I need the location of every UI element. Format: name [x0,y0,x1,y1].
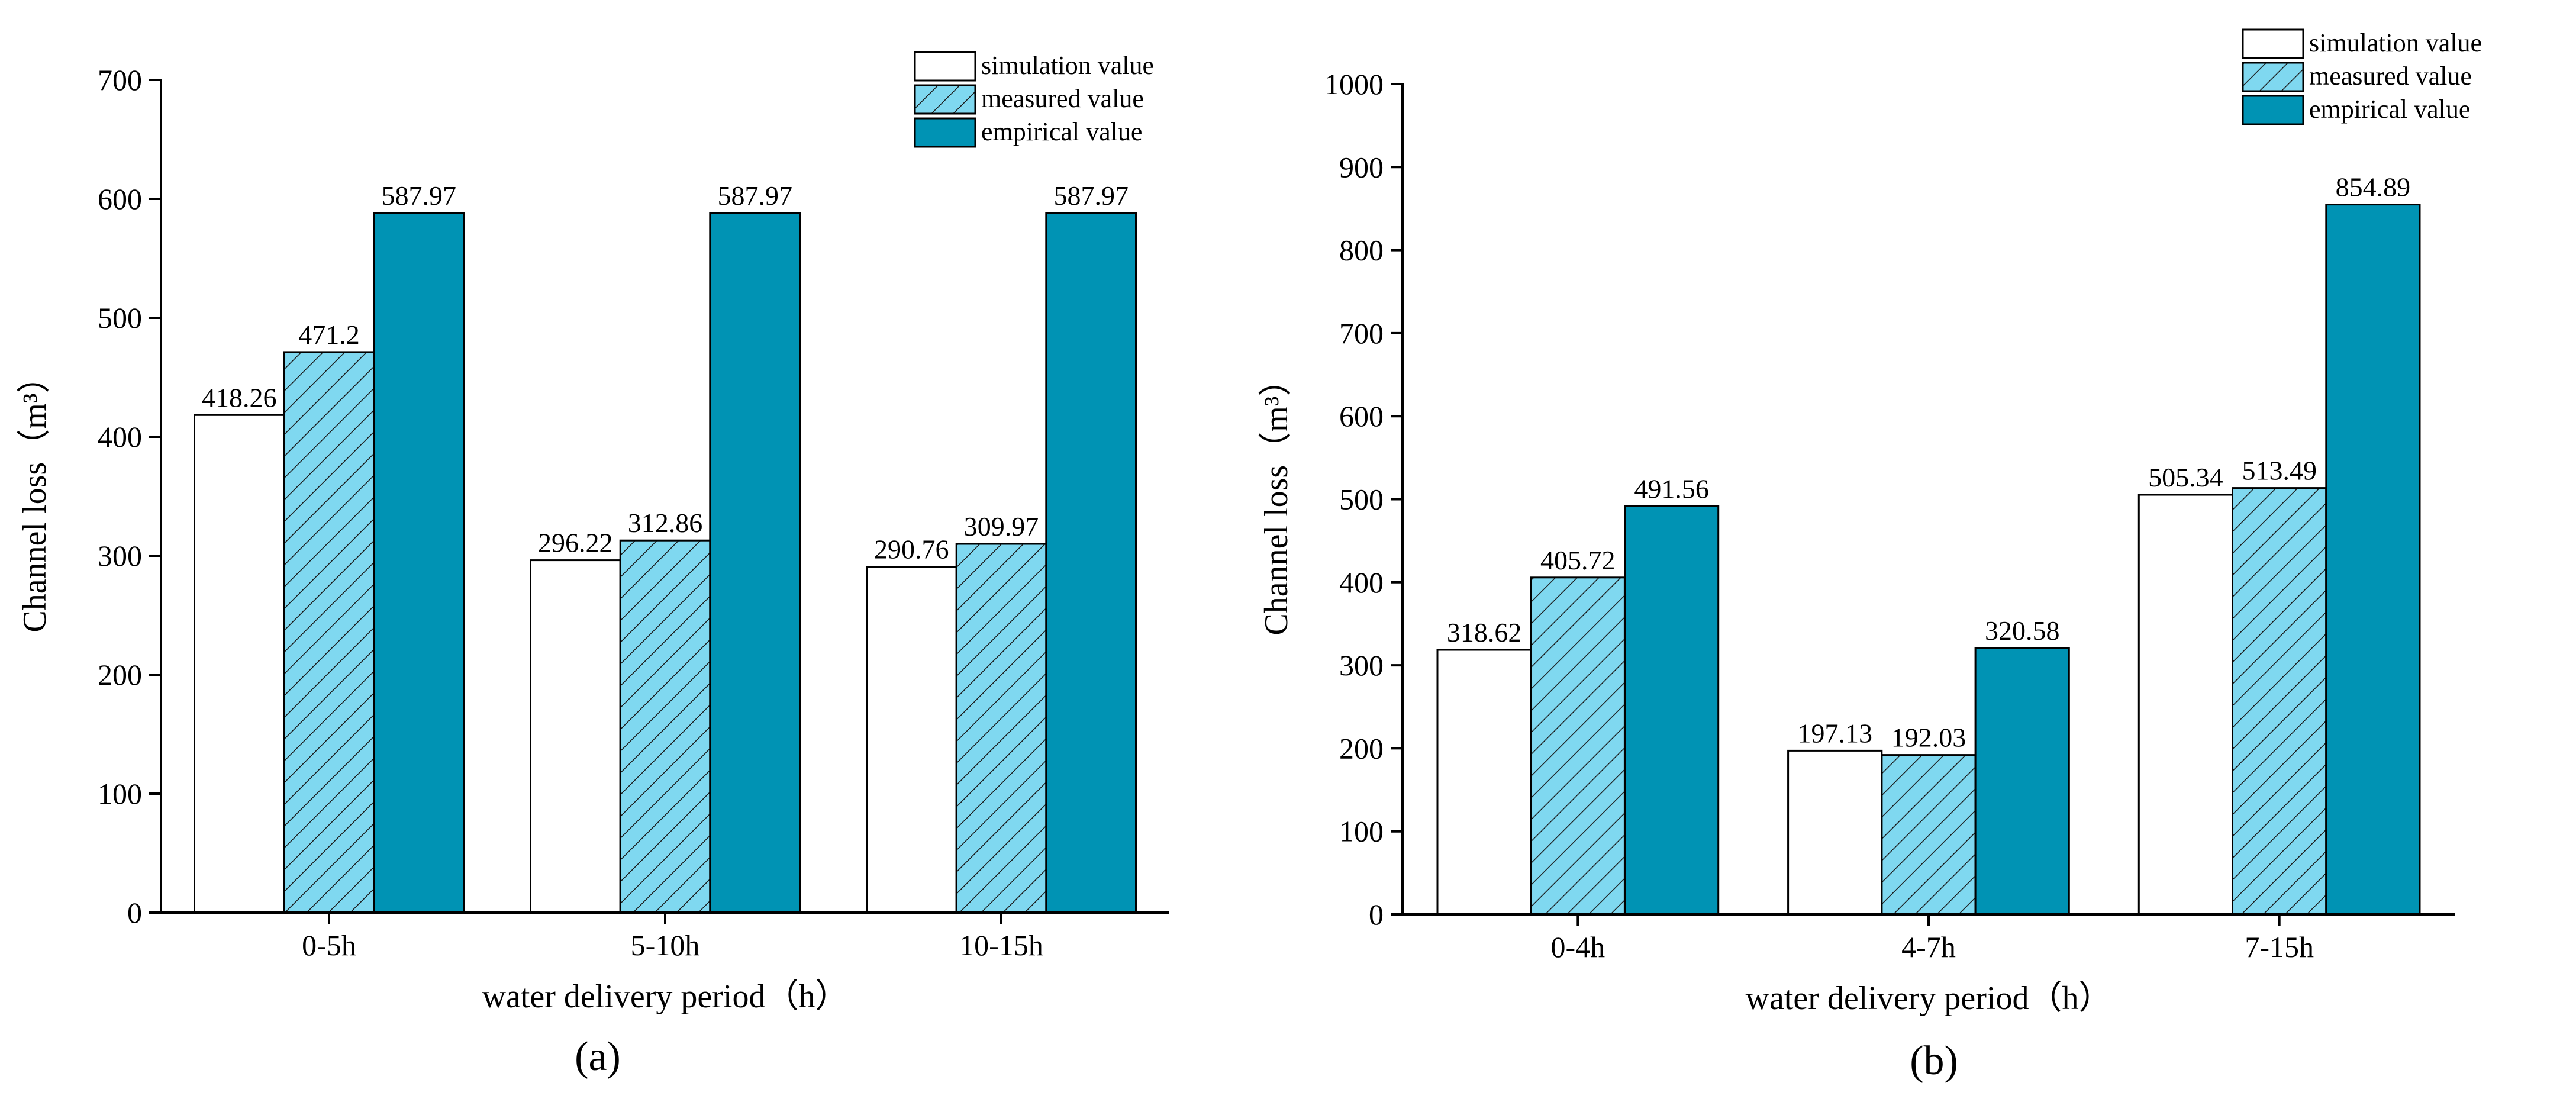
bar-empirical [709,212,801,914]
y-tick-label: 0 [1369,898,1384,931]
legend-swatch-empirical [2242,95,2304,125]
legend-label: empirical value [981,117,1142,146]
data-label: 471.2 [298,320,360,350]
x-tick-label: 0-4h [1550,930,1605,964]
legend-label: simulation value [981,51,1154,80]
legend-swatch-empirical [914,117,976,148]
legend-swatch-simulation [2242,28,2304,59]
y-tick-label: 400 [98,420,142,453]
legend-label: measured value [981,84,1144,113]
data-label: 318.62 [1447,617,1522,647]
data-label: 513.49 [2242,456,2317,486]
bar-empirical [1045,212,1137,914]
bar-measured [955,543,1047,914]
legend-label: simulation value [2309,28,2482,57]
data-label: 405.72 [1540,545,1616,575]
y-tick-label: 500 [1339,483,1384,516]
bar-simulation [194,414,285,914]
x-tick-label: 7-15h [2245,930,2314,964]
y-tick-label: 300 [98,539,142,572]
y-tick-label: 800 [1339,234,1384,267]
legend-label: empirical value [2309,95,2470,124]
legend-swatch-simulation [914,51,976,82]
x-tick-label: 5-10h [631,929,700,962]
data-label: 192.03 [1891,723,1966,753]
bar-measured [283,351,375,914]
bar-empirical [2325,204,2421,916]
y-tick-label: 700 [1339,317,1384,350]
bar-empirical [1624,505,1720,916]
x-tick-label: 0-5h [302,929,356,962]
y-tick-label: 1000 [1324,67,1384,101]
y-axis-title: Channel loss（m³） [1258,363,1295,635]
legend-swatch-measured [914,84,976,115]
y-tick-label: 200 [1339,732,1384,765]
bar-simulation [1787,749,1883,916]
y-tick-label: 600 [98,182,142,215]
panel-label: (a) [575,1034,621,1080]
bar-empirical [1974,647,2070,916]
y-tick-label: 100 [98,777,142,810]
data-label: 418.26 [202,382,277,413]
data-label: 587.97 [717,181,792,211]
y-axis-title: Channel loss（m³） [17,360,53,632]
legend-swatch-measured [2242,62,2304,92]
y-tick-label: 500 [98,301,142,334]
panel-label: (b) [1910,1038,1958,1084]
data-label: 290.76 [874,534,949,565]
y-tick-label: 0 [127,896,142,929]
data-label: 296.22 [538,528,613,558]
data-label: 505.34 [2148,462,2223,492]
bar-empirical [373,212,465,914]
bar-simulation [866,566,957,914]
bar-measured [2232,487,2327,916]
x-tick-label: 10-15h [959,929,1043,962]
y-tick-label: 300 [1339,649,1384,682]
chart-a: 418.26 296.22 290.76 471.2 312.86 309.97 587.9… [17,51,1169,1080]
data-label: 312.86 [628,508,703,538]
x-axis-title: water delivery period（h） [1746,980,2112,1017]
y-tick-label: 100 [1339,815,1384,848]
data-label: 491.56 [1634,473,1709,504]
y-tick-label: 600 [1339,399,1384,433]
chart-b: 318.62 197.13 505.34 405.72 192.03 513.49 491.… [1258,28,2482,1084]
bar-measured [1881,754,1977,916]
bar-simulation [530,559,621,914]
data-label: 309.97 [964,511,1039,542]
x-tick-label: 4-7h [1901,930,1956,964]
y-tick-label: 200 [98,658,142,691]
y-tick-label: 700 [98,63,142,96]
x-axis-title: water delivery period（h） [482,978,849,1015]
bar-measured [1530,576,1626,916]
bar-measured [619,539,711,914]
data-label: 587.97 [1053,181,1129,211]
bar-simulation [2137,494,2234,916]
bar-simulation [1436,649,1532,916]
y-tick-label: 400 [1339,566,1384,599]
data-label: 587.97 [381,181,456,211]
data-label: 320.58 [1985,616,2060,646]
data-label: 854.89 [2336,172,2411,202]
y-tick-label: 900 [1339,150,1384,183]
legend-label: measured value [2309,62,2472,91]
data-label: 197.13 [1798,718,1873,748]
